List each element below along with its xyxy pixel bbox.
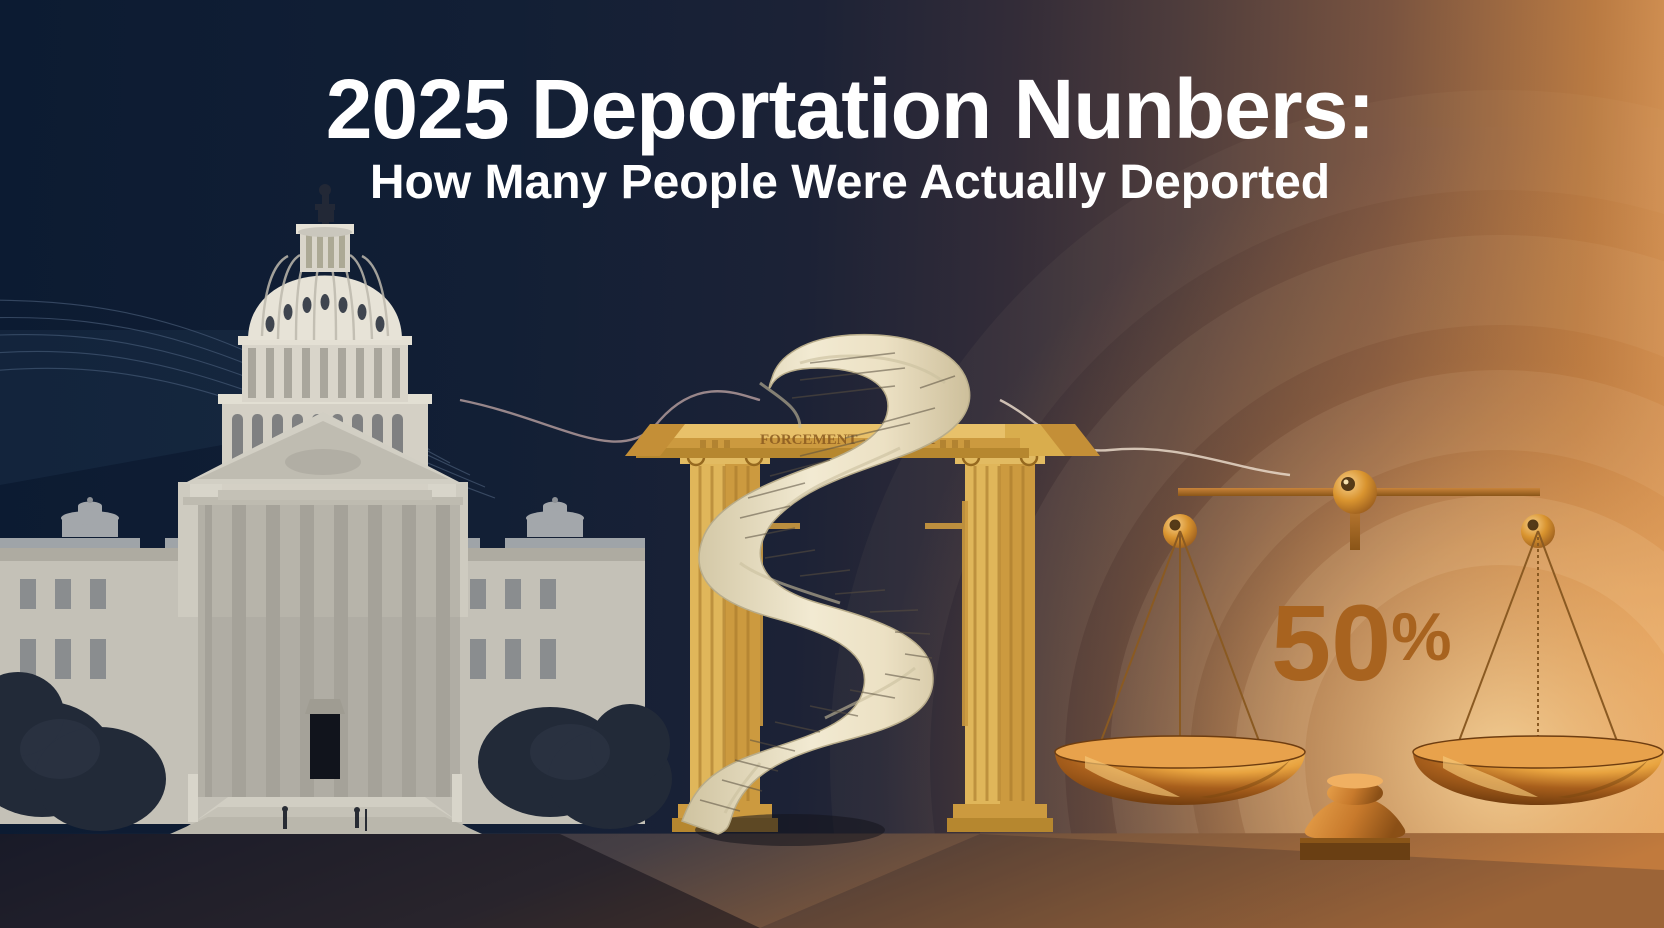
svg-text:2025 Deportation Nunbers:: 2025 Deportation Nunbers:: [326, 62, 1375, 156]
svg-text:How Many People Were Actually: How Many People Were Actually Deported: [370, 156, 1330, 209]
